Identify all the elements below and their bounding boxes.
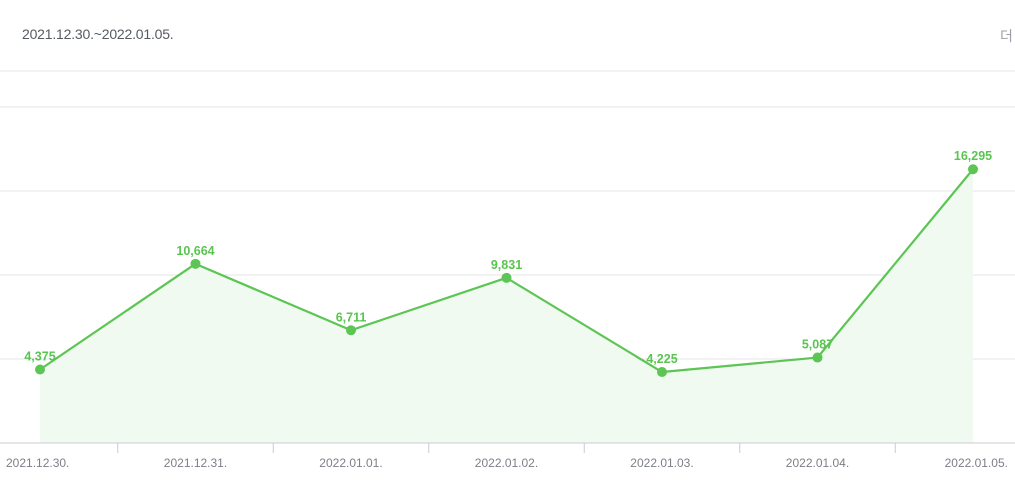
data-label: 10,664 [176, 244, 214, 258]
data-point[interactable] [812, 352, 823, 363]
x-tick-label: 2021.12.31. [164, 456, 227, 470]
area-fill [40, 169, 973, 443]
x-axis-ticks [117, 443, 896, 453]
x-tick-label: 2022.01.05. [945, 456, 1008, 470]
x-tick-label: 2022.01.04. [786, 456, 849, 470]
data-labels: 4,375 10,664 6,711 9,831 4,225 5,087 16,295 [24, 149, 992, 366]
data-label: 6,711 [336, 310, 367, 324]
x-tick-label: 2022.01.02. [475, 456, 538, 470]
x-tick-label: 2022.01.01. [319, 456, 382, 470]
data-label: 9,831 [491, 258, 522, 272]
data-label: 16,295 [954, 149, 992, 163]
data-label: 5,087 [802, 338, 833, 352]
data-point[interactable] [190, 258, 201, 269]
x-tick-label: 2021.12.30. [6, 456, 69, 470]
data-points [35, 164, 978, 378]
data-point[interactable] [346, 325, 356, 336]
data-point[interactable] [968, 164, 978, 175]
data-point[interactable] [35, 364, 45, 375]
data-label: 4,225 [646, 352, 677, 366]
data-point[interactable] [501, 272, 512, 283]
date-range-label: 2021.12.30.~2022.01.05. [22, 26, 174, 42]
data-label: 4,375 [24, 350, 55, 364]
x-tick-labels: 2021.12.30. 2021.12.31. 2022.01.01. 2022.01… [6, 456, 1008, 470]
x-tick-label: 2022.01.03. [630, 456, 693, 470]
more-link[interactable]: 더 [1000, 28, 1013, 44]
data-point[interactable] [657, 367, 667, 378]
